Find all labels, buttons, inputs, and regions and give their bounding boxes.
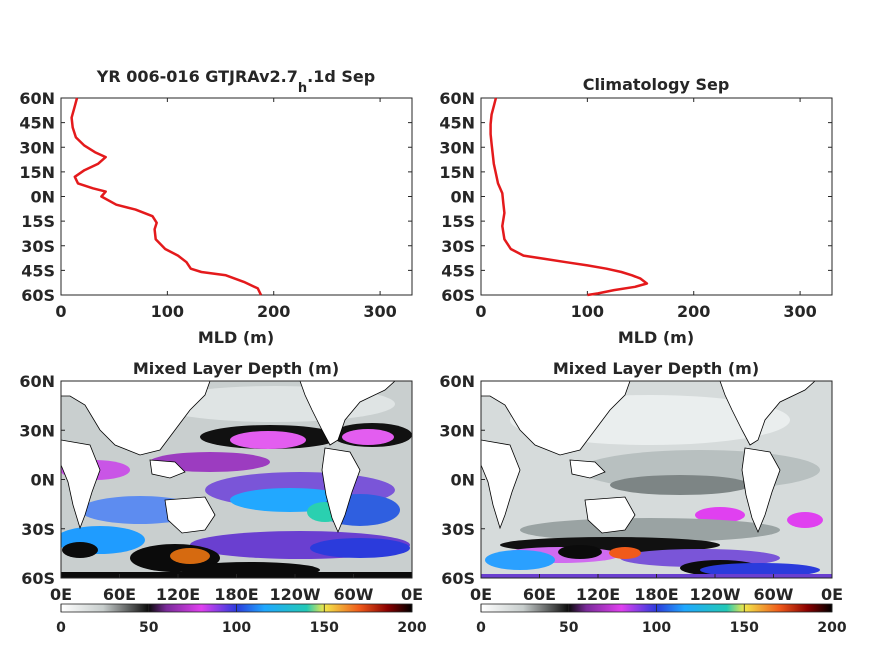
map-panel-right: Mixed Layer Depth (m) <box>439 359 847 636</box>
y-tick-label: 30N <box>19 138 55 157</box>
profile-axes-right: 0 100 200 300 60N 45N 30N 15N 0N 15S 30S 45S 60S <box>439 89 832 321</box>
panel-title-left-main: YR 006-016 GTJRAv2.7 <box>96 67 298 86</box>
lon-tick-label: 60E <box>523 585 556 604</box>
lon-tick-label: 120W <box>269 585 320 604</box>
colorbar-tick-label: 150 <box>730 620 759 636</box>
mld-profile-line <box>70 97 263 296</box>
panel-title-left: YR 006-016 GTJRAv2.7h.1d Sep <box>96 67 375 96</box>
lat-tick-label: 60N <box>19 372 55 391</box>
lon-tick-label: 0E <box>470 585 492 604</box>
map-axes-left: 0E 60E 120E 180E 120W 60W 0E 60N 30N 0N 30S 60S <box>19 372 423 604</box>
plot-frame-right <box>480 97 833 296</box>
x-tick-label: 300 <box>783 302 816 321</box>
panel-title-left-tail: .1d Sep <box>307 67 375 86</box>
map-title-left: Mixed Layer Depth (m) <box>133 359 339 378</box>
y-tick-label: 15N <box>439 163 475 182</box>
colorbar-tick-label: 100 <box>642 620 671 636</box>
mld-profile-line <box>489 97 649 297</box>
colorbar-tick-label: 200 <box>397 620 426 636</box>
lat-tick-label: 60N <box>439 372 475 391</box>
y-tick-label: 30N <box>439 138 475 157</box>
y-tick-label: 0N <box>30 188 55 207</box>
mld-map-left <box>61 381 412 578</box>
lon-tick-label: 120W <box>689 585 740 604</box>
y-tick-label: 60N <box>19 89 55 108</box>
x-tick-label: 0 <box>55 302 66 321</box>
y-tick-label: 0N <box>450 188 475 207</box>
lon-tick-label: 0E <box>401 585 423 604</box>
y-tick-label: 45N <box>19 114 55 133</box>
lat-tick-label: 30S <box>441 520 475 539</box>
profile-series-left <box>70 97 263 296</box>
lat-tick-label: 0N <box>450 471 475 490</box>
y-tick-label: 15S <box>441 212 475 231</box>
plot-frame-left <box>60 97 413 296</box>
y-tick-label: 15N <box>19 163 55 182</box>
lon-tick-label: 180E <box>634 585 678 604</box>
y-tick-label: 60S <box>441 286 475 305</box>
lon-tick-label: 60W <box>754 585 794 604</box>
x-tick-label: 300 <box>363 302 396 321</box>
y-tick-label: 15S <box>21 212 55 231</box>
x-tick-label: 0 <box>475 302 486 321</box>
y-tick-label: 60S <box>21 286 55 305</box>
x-tick-label: 100 <box>571 302 604 321</box>
map-axes-right: 0E 60E 120E 180E 120W 60W 0E 60N 30N 0N 30S 60S <box>439 372 843 604</box>
y-tick-label: 45S <box>21 261 55 280</box>
lon-tick-label: 60E <box>103 585 136 604</box>
panel-title-left-subscript: h <box>298 81 307 96</box>
colorbar-tick-label: 50 <box>139 620 159 636</box>
lat-tick-label: 30S <box>21 520 55 539</box>
lat-tick-label: 0N <box>30 471 55 490</box>
lon-tick-label: 0E <box>50 585 72 604</box>
panel-title-right: Climatology Sep <box>583 75 730 94</box>
colorbar-tick-label: 200 <box>817 620 846 636</box>
lat-tick-label: 60S <box>441 569 475 588</box>
lon-tick-label: 180E <box>214 585 258 604</box>
lat-tick-label: 60S <box>21 569 55 588</box>
colorbar-tick-label: 0 <box>56 620 66 636</box>
lon-tick-label: 120E <box>156 585 200 604</box>
lon-tick-label: 120E <box>576 585 620 604</box>
x-tick-label: 200 <box>677 302 710 321</box>
x-axis-label-left: MLD (m) <box>198 328 274 347</box>
colorbar-tick-label: 100 <box>222 620 251 636</box>
lon-tick-label: 0E <box>821 585 843 604</box>
lat-tick-label: 30N <box>439 421 475 440</box>
profile-series-right <box>489 97 649 297</box>
colorbar-tick-label: 150 <box>310 620 339 636</box>
y-tick-label: 60N <box>439 89 475 108</box>
colorbar-tick-label: 50 <box>559 620 579 636</box>
profile-panel-left: YR 006-016 GTJRAv2.7h.1d Sep 0 100 200 300 6… <box>19 67 413 347</box>
y-tick-label: 45S <box>441 261 475 280</box>
map-panel-left: Mixed Layer Depth (m) <box>19 359 427 636</box>
x-tick-label: 100 <box>151 302 184 321</box>
colorbar-tick-label: 0 <box>476 620 486 636</box>
y-tick-label: 30S <box>441 237 475 256</box>
profile-axes-left: 0 100 200 300 60N 45N 30N 15N 0N 15S 30S 45S 60S <box>19 89 412 321</box>
profile-panel-right: Climatology Sep 0 100 200 300 60N 45N 30N 15N 0N… <box>439 75 833 347</box>
lon-tick-label: 60W <box>334 585 374 604</box>
map-title-right: Mixed Layer Depth (m) <box>553 359 759 378</box>
x-tick-label: 200 <box>257 302 290 321</box>
y-tick-label: 45N <box>439 114 475 133</box>
colorbar-ticks-left: 0 50 100 150 200 <box>56 604 427 636</box>
colorbar-ticks-right: 0 50 100 150 200 <box>476 604 847 636</box>
lat-tick-label: 30N <box>19 421 55 440</box>
x-axis-label-right: MLD (m) <box>618 328 694 347</box>
y-tick-label: 30S <box>21 237 55 256</box>
mld-map-right <box>481 381 832 578</box>
